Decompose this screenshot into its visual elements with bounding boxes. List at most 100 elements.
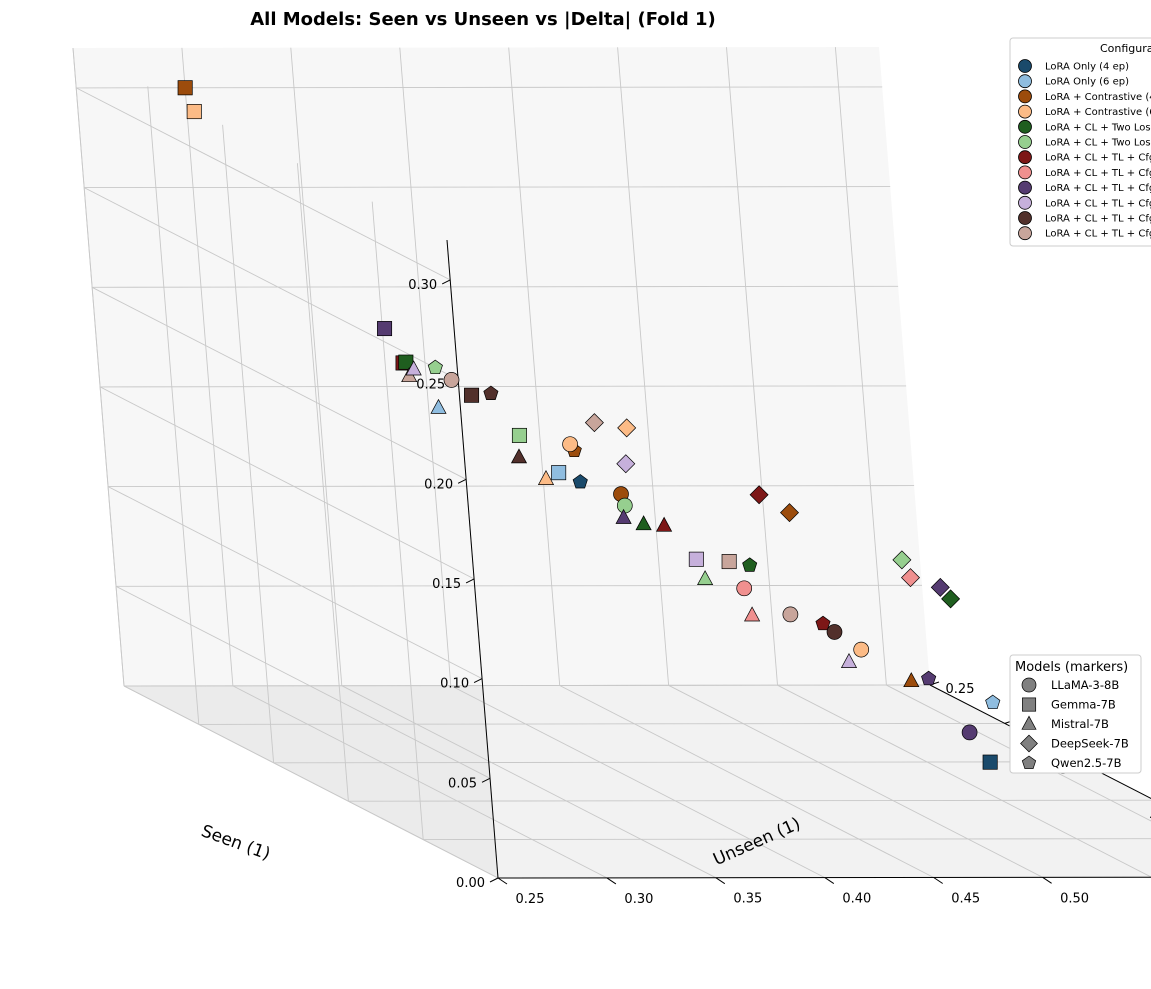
grid-line-z-back	[76, 86, 883, 89]
z-tick-label: 0.05	[448, 776, 477, 791]
x-axis-line	[497, 876, 1151, 879]
data-point-diamond	[780, 503, 799, 523]
data-point-pentagon	[427, 359, 443, 375]
x-tick-label: 0.45	[951, 892, 980, 907]
grid-line-z-back	[123, 684, 931, 687]
legend-config-swatch	[1018, 59, 1032, 73]
x-tick-mark	[824, 877, 835, 885]
grid-line-y-left	[296, 163, 349, 802]
grid-line-z-left	[99, 386, 475, 580]
data-point-pentagon	[815, 615, 831, 631]
data-point-square	[982, 754, 998, 770]
z-tick-label: 0.30	[408, 278, 437, 293]
data-points	[177, 80, 1151, 818]
z-axis-line	[446, 239, 499, 879]
grid-line-x-back	[726, 47, 778, 686]
data-point-diamond	[930, 577, 950, 597]
data-point-square	[721, 554, 737, 570]
grid-line-x-back	[834, 47, 887, 686]
x-tick-label: 0.35	[733, 892, 762, 907]
legend-config-swatch	[1018, 119, 1032, 134]
y-tick-label: 0.25	[946, 682, 975, 697]
axis-panes	[73, 47, 1151, 878]
legend-config-label: LoRA + CL + TL + Cfg B (6 ep)	[1045, 198, 1151, 209]
grid-line-z-back	[100, 385, 907, 388]
legend-model-label: Mistral-7B	[1051, 717, 1109, 731]
grid-line-y-left	[147, 86, 200, 725]
data-point-triangle	[656, 516, 673, 532]
data-point-diamond	[616, 454, 636, 474]
grid-line-y-floor	[273, 761, 1080, 764]
data-point-triangle	[537, 469, 555, 485]
legend-config-swatch	[1018, 165, 1032, 180]
z-tick-label: 0.00	[456, 876, 485, 891]
grid-line-x-back	[181, 47, 234, 686]
data-point-triangle	[430, 398, 447, 414]
data-point-triangle	[615, 508, 632, 524]
z-tick-label: 0.25	[416, 378, 445, 393]
x-tick-label: 0.50	[1060, 891, 1089, 906]
legend-model-label: Qwen2.5-7B	[1051, 756, 1122, 770]
legend-models-frame	[1009, 654, 1142, 774]
legend-marker-pentagon	[1021, 755, 1037, 770]
y-axis-line	[929, 684, 1151, 800]
axis-lines	[446, 239, 1151, 879]
grid-line-y-left	[371, 201, 424, 840]
legend-config-swatch	[1018, 135, 1032, 149]
legend-config-label: LoRA + CL + Two Losses (4 ep)	[1045, 122, 1151, 133]
grid-line-x-floor	[668, 684, 1043, 878]
legend-marker-circle	[1021, 677, 1037, 693]
x-tick-mark	[497, 877, 508, 885]
data-point-triangle	[744, 606, 761, 622]
grid-line-y-left	[72, 47, 125, 687]
data-point-square	[177, 80, 193, 96]
legend-config-swatch	[1018, 74, 1032, 89]
legend-configurations: Configuration LoRA Only (4 ep) LoRA Only (…	[1009, 37, 1151, 247]
z-tick-mark	[457, 478, 467, 484]
legend-config-label: LoRA Only (4 ep)	[1045, 62, 1129, 73]
z-tick-mark	[489, 877, 499, 883]
legend-config-label: LoRA + CL + TL + Cfg C (6 ep)	[1045, 229, 1151, 240]
data-point-triangle	[635, 515, 652, 531]
grid-line-z-back	[115, 584, 923, 587]
x-axis-label: Seen (1)	[198, 821, 272, 864]
data-point-pentagon	[921, 670, 937, 686]
legend-config-swatch	[1018, 89, 1032, 104]
z-tick-label: 0.10	[440, 677, 469, 692]
legend-config-label: LoRA + Contrastive (6 ep)	[1045, 107, 1151, 118]
legend-config-label: LoRA Only (6 ep)	[1045, 77, 1129, 88]
data-point-circle	[736, 580, 753, 597]
data-point-triangle	[405, 360, 422, 376]
data-point-triangle	[697, 570, 714, 585]
z-tick-label: 0.20	[424, 477, 453, 492]
legend-marker-diamond	[1020, 734, 1038, 753]
grid-line-z-left	[91, 286, 467, 480]
grid-line-x-back	[290, 47, 343, 686]
grid-line-z-left	[75, 87, 451, 281]
legend-configurations-title: Configuration	[1100, 42, 1151, 55]
data-point-pentagon	[742, 557, 758, 572]
data-point-circle	[826, 624, 843, 640]
legend-models-title: Models (markers)	[1015, 660, 1128, 675]
data-point-circle	[961, 724, 978, 741]
data-point-square	[464, 387, 480, 403]
legend-model-label: DeepSeek-7B	[1051, 737, 1129, 751]
legend-config-label: LoRA + CL + TL + Cfg C (4 ep)	[1045, 214, 1151, 225]
grid-line-x-floor	[450, 685, 826, 879]
grid-line-z-left	[83, 187, 459, 381]
grid-line-y-floor	[423, 838, 1151, 841]
grid-line-y-floor	[198, 722, 1005, 725]
data-point-triangle	[903, 672, 920, 688]
grid-line-z-back	[108, 485, 915, 488]
legend-config-swatch	[1018, 150, 1032, 165]
grid-line-x-floor	[232, 685, 608, 879]
legend-model-label: Gemma-7B	[1051, 698, 1116, 712]
legend-config-swatch	[1018, 211, 1032, 225]
legend-config-label: LoRA + CL + TL + Cfg A (4 ep)	[1045, 153, 1151, 164]
legend-config-swatch	[1018, 195, 1032, 210]
grid-line-x-floor	[886, 684, 1151, 822]
legend-model-label: LLaMA-3-8B	[1051, 678, 1119, 692]
data-point-circle	[562, 436, 578, 453]
z-tick-mark	[473, 678, 483, 684]
data-point-triangle	[840, 652, 858, 668]
